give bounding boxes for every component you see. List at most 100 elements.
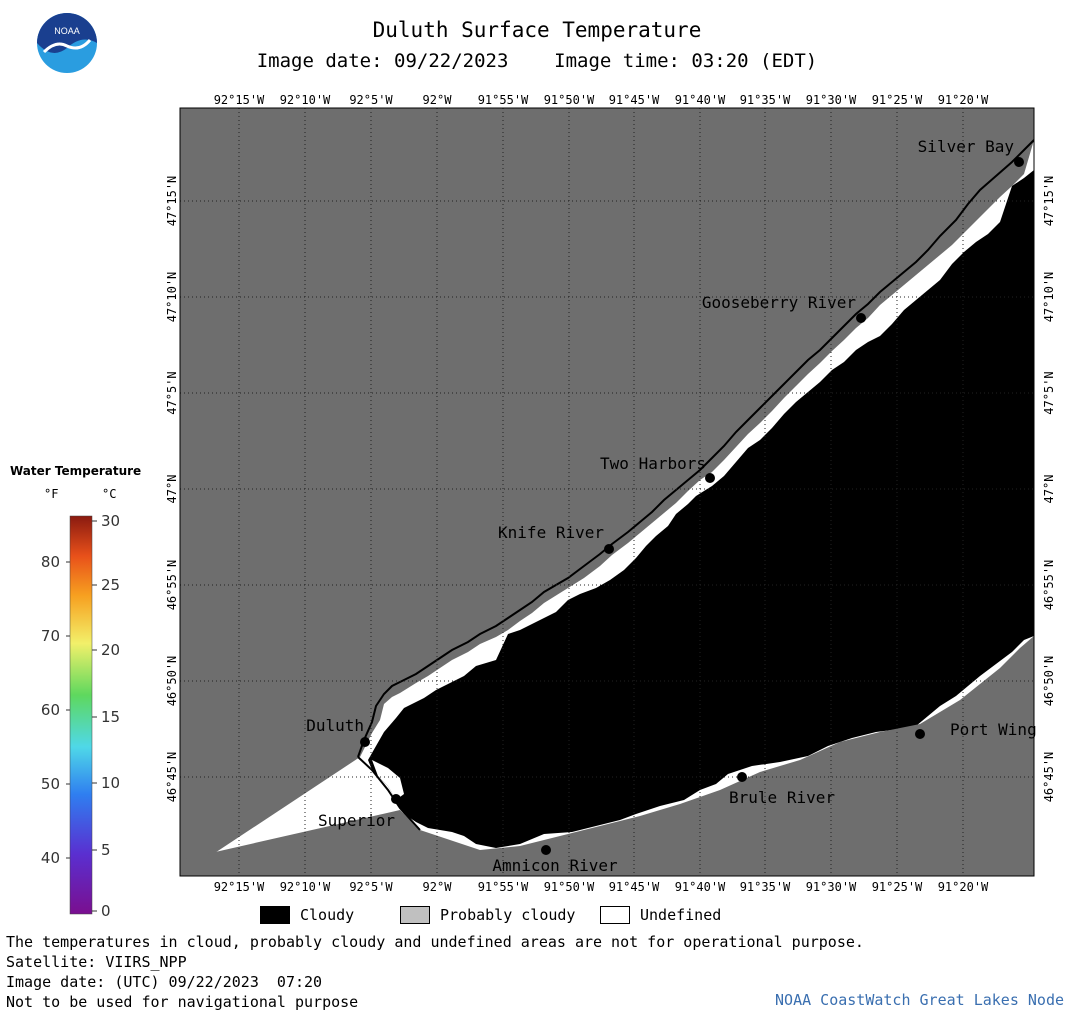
credit-link[interactable]: NOAA CoastWatch Great Lakes Node xyxy=(775,991,1064,1009)
logo-text: NOAA xyxy=(54,26,80,36)
city-dot-icon xyxy=(360,737,370,747)
longitude-label: 92°10'W xyxy=(280,93,331,107)
place-label: Knife River xyxy=(498,523,604,542)
latitude-label: 47°10'N xyxy=(1042,272,1056,323)
latitude-label: 46°55'N xyxy=(165,560,179,611)
longitude-label: 91°30'W xyxy=(806,880,857,894)
noaa-logo: NOAA xyxy=(36,12,98,74)
longitude-label: 92°W xyxy=(423,880,453,894)
latitude-label: 47°15'N xyxy=(1042,176,1056,227)
fahrenheit-tick: 70 xyxy=(41,627,60,645)
city-dot-icon xyxy=(856,313,866,323)
city-dot-icon xyxy=(705,473,715,483)
latitude-label: 47°5'N xyxy=(1042,371,1056,414)
longitude-label: 92°15'W xyxy=(214,880,265,894)
city-dot-icon xyxy=(1014,157,1024,167)
celsius-tick: 30 xyxy=(101,512,120,530)
place-label: Amnicon River xyxy=(492,856,618,875)
city-dot-icon xyxy=(391,794,401,804)
graticule xyxy=(180,108,1034,876)
celsius-tick: 15 xyxy=(101,708,120,726)
place-label: Brule River xyxy=(729,788,835,807)
longitude-label: 91°40'W xyxy=(675,93,726,107)
city-dot-icon xyxy=(737,772,747,782)
map-title: Duluth Surface Temperature xyxy=(372,18,702,42)
longitude-label: 91°55'W xyxy=(478,93,529,107)
cloudy-area xyxy=(368,170,1034,848)
footer-notes: The temperatures in cloud, probably clou… xyxy=(6,932,864,1012)
place-label: Duluth xyxy=(306,716,364,735)
unit-fahrenheit: °F xyxy=(44,487,59,501)
longitude-label: 91°20'W xyxy=(938,880,989,894)
celsius-scale: 30 25 20 15 10 5 0 xyxy=(92,512,120,920)
map-border xyxy=(179,107,1035,877)
longitude-label: 91°50'W xyxy=(544,880,595,894)
longitude-label: 91°40'W xyxy=(675,880,726,894)
latitude-label: 46°55'N xyxy=(1042,560,1056,611)
celsius-tick: 10 xyxy=(101,774,120,792)
cloudy-label: Cloudy xyxy=(300,906,355,924)
temperature-color-bar xyxy=(69,515,93,915)
fahrenheit-tick: 40 xyxy=(41,849,60,867)
unit-celsius: °C xyxy=(102,487,117,501)
longitude-label: 91°45'W xyxy=(609,93,660,107)
longitude-label: 91°45'W xyxy=(609,880,660,894)
undefined-label: Undefined xyxy=(640,906,722,924)
longitude-label: 92°15'W xyxy=(214,93,265,107)
latitude-label: 47°5'N xyxy=(165,371,179,414)
celsius-tick: 25 xyxy=(101,576,120,594)
longitude-label: 91°55'W xyxy=(478,880,529,894)
fahrenheit-tick: 80 xyxy=(41,553,60,571)
undefined-patch xyxy=(372,760,404,800)
latitude-label: 47°N xyxy=(165,475,179,504)
fahrenheit-tick: 60 xyxy=(41,701,60,719)
longitude-label: 92°5'W xyxy=(349,880,393,894)
fahrenheit-tick: 50 xyxy=(41,775,60,793)
longitude-label: 91°30'W xyxy=(806,93,857,107)
longitude-label: 91°20'W xyxy=(938,93,989,107)
longitude-label: 91°35'W xyxy=(740,880,791,894)
latitude-label: 47°10'N xyxy=(165,272,179,323)
longitude-label: 92°10'W xyxy=(280,880,331,894)
cloudy-swatch xyxy=(260,906,290,924)
footer-navigation-warning: Not to be used for navigational purpose xyxy=(6,993,359,1011)
celsius-tick: 0 xyxy=(101,902,111,920)
longitude-label: 91°50'W xyxy=(544,93,595,107)
longitude-labels-top: 92°15'W 92°10'W 92°5'W 92°W 91°55'W 91°50'W 91… xyxy=(214,93,989,107)
place-label: Gooseberry River xyxy=(702,293,856,312)
footer-image-date: Image date: (UTC) 09/22/2023 07:20 xyxy=(6,973,323,991)
place-label: Two Harbors xyxy=(600,454,706,473)
latitude-label: 47°15'N xyxy=(165,176,179,227)
longitude-labels-bottom: 92°15'W 92°10'W 92°5'W 92°W 91°55'W 91°50'W 91… xyxy=(214,880,989,894)
latitude-label: 46°45'N xyxy=(1042,752,1056,803)
longitude-label: 91°35'W xyxy=(740,93,791,107)
place-label: Silver Bay xyxy=(918,137,1015,156)
city-dot-icon xyxy=(541,845,551,855)
north-shore-land xyxy=(180,108,1034,757)
latitude-label: 46°50'N xyxy=(1042,656,1056,707)
south-shoreline xyxy=(357,756,421,831)
shoreline xyxy=(357,139,1034,758)
longitude-label: 92°5'W xyxy=(349,93,393,107)
legend-title: Water Temperature xyxy=(10,464,142,478)
city-dot-icon xyxy=(915,729,925,739)
probably-cloudy-swatch xyxy=(400,906,430,924)
south-shore-land xyxy=(180,636,1034,876)
latitude-labels-right: 47°15'N 47°10'N 47°5'N 47°N 46°55'N 46°50'N 46… xyxy=(1042,176,1056,803)
footer-disclaimer: The temperatures in cloud, probably clou… xyxy=(6,933,864,951)
longitude-label: 91°25'W xyxy=(872,880,923,894)
latitude-label: 46°45'N xyxy=(165,752,179,803)
longitude-label: 91°25'W xyxy=(872,93,923,107)
fahrenheit-scale: 80 70 60 50 40 xyxy=(41,553,70,867)
place-markers: Silver Bay Gooseberry River Two Harbors Kni… xyxy=(306,137,1037,875)
city-dot-icon xyxy=(604,544,614,554)
undefined-swatch xyxy=(600,906,630,924)
longitude-label: 92°W xyxy=(423,93,453,107)
footer-satellite: Satellite: VIIRS_NPP xyxy=(6,953,187,971)
place-label: Port Wing xyxy=(950,720,1037,739)
latitude-label: 47°N xyxy=(1042,475,1056,504)
place-label: Superior xyxy=(318,811,395,830)
latitude-labels-left: 47°15'N 47°10'N 47°5'N 47°N 46°55'N 46°50'N 46… xyxy=(165,176,179,803)
celsius-tick: 20 xyxy=(101,641,120,659)
latitude-label: 46°50'N xyxy=(165,656,179,707)
